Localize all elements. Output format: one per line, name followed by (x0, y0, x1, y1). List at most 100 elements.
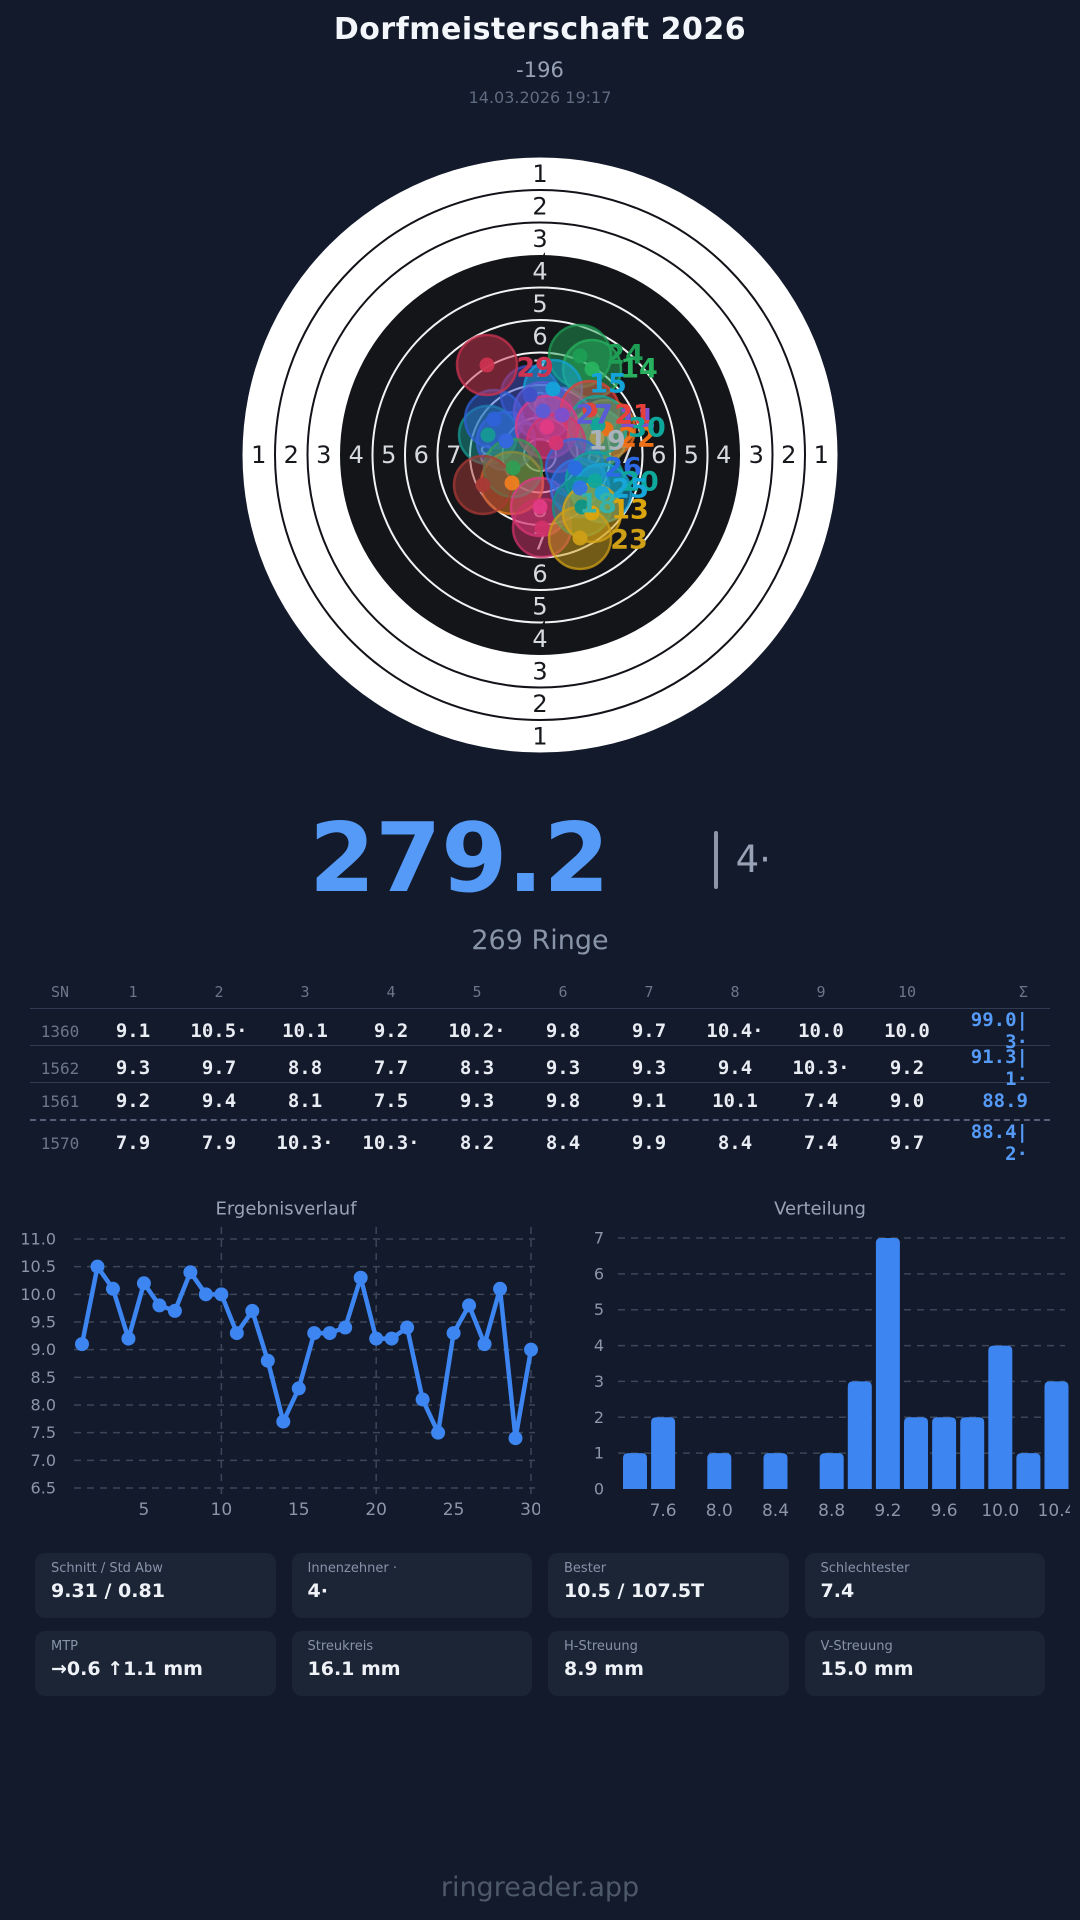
data-point (121, 1331, 136, 1346)
stats-grid: Schnitt / Std Abw 9.31 / 0.81 Innenzehner … (35, 1553, 1045, 1696)
shot-value-cell: 10.5· (190, 1020, 248, 1042)
shot-center-dot (534, 520, 550, 536)
y-tick-label: 1 (594, 1444, 604, 1463)
table-header-row: SN 1 2 3 4 5 6 7 8 9 10 Σ (30, 976, 1050, 1009)
shot-number-label: 20 (621, 467, 659, 498)
shot-value-cell: 10.1 (282, 1020, 328, 1042)
shot-center-dot (486, 411, 502, 427)
shot-value-cell: 9.2 (115, 1090, 151, 1112)
y-tick-label: 9.5 (31, 1313, 56, 1332)
stat-card: Streukreis 16.1 mm (291, 1631, 532, 1696)
ergebnisverlauf-chart: Ergebnisverlauf 11.0 10.5 10.0 9.5 9.0 8.5 8.0 7… (20, 1199, 540, 1521)
ring-number: 3 (749, 441, 764, 469)
series-row: 1360 9.1 10.5· 10.1 9.2 10.2· 9.8 9.7 10.4· 10.0 1… (30, 1009, 1050, 1053)
shot-value-cell: 9.2 (373, 1020, 409, 1042)
shot-value-cell: 9.9 (631, 1132, 667, 1154)
histogram-bar (1016, 1453, 1041, 1489)
bar-chart-title: Verteilung (774, 1199, 866, 1220)
histogram-bar (960, 1417, 985, 1489)
series-row: 1561 9.2 9.4 8.1 7.5 9.3 9.8 9.1 10.1 7.4 9.0 88.9 (30, 1083, 1050, 1121)
shot-value-cell: 9.3 (459, 1090, 495, 1112)
series-sum-cell: 99.0| 3· (970, 1009, 1028, 1053)
x-tick-label: 10.0 (981, 1501, 1019, 1520)
ring-number: 6 (414, 441, 429, 469)
shot-center-dot (532, 499, 548, 515)
shot-number-label: 29 (516, 353, 554, 384)
shot-number-label: 19 (588, 426, 626, 457)
x-tick-label: 8.8 (818, 1501, 845, 1520)
y-tick-label: 11.0 (20, 1230, 56, 1249)
shot-value-cell: 9.1 (115, 1020, 151, 1042)
column-header: 2 (214, 983, 224, 1001)
shot-value-cell: 7.7 (373, 1057, 409, 1079)
shot-value-cell: 8.4 (717, 1132, 753, 1154)
x-tick-label: 30 (520, 1500, 540, 1520)
ring-number: 3 (316, 441, 331, 469)
shot-value-cell: 7.5 (373, 1090, 409, 1112)
ring-number: 2 (532, 690, 547, 718)
data-point (462, 1298, 477, 1313)
data-point (214, 1287, 229, 1302)
column-header: 5 (472, 983, 482, 1001)
shot-center-dot (475, 477, 491, 493)
shot-value-cell: 9.8 (545, 1090, 581, 1112)
column-header: 8 (730, 983, 740, 1001)
shot-number-label: 21 (614, 400, 652, 431)
ring-number: 6 (651, 441, 666, 469)
target-plot: 1111222233334444555566667777888811292414… (242, 156, 838, 754)
y-tick-label: 6.5 (31, 1479, 56, 1498)
data-point (229, 1326, 244, 1341)
data-point (183, 1265, 198, 1280)
data-point (260, 1353, 275, 1368)
x-tick-label: 20 (365, 1500, 387, 1520)
y-tick-label: 7.0 (31, 1451, 56, 1470)
stat-card: H-Streuung 8.9 mm (548, 1631, 789, 1696)
shot-value-cell: 10.3· (362, 1132, 420, 1154)
column-header: Σ (1018, 983, 1028, 1001)
y-tick-label: 4 (594, 1336, 604, 1355)
ring-number: 2 (781, 441, 796, 469)
shot-number-label: 15 (589, 369, 627, 400)
shot-number-label: 14 (620, 354, 658, 385)
shot-number-label: 26 (604, 453, 642, 484)
stat-value: 15.0 mm (820, 1658, 914, 1680)
x-tick-label: 9.6 (931, 1501, 958, 1520)
ring-number: 1 (251, 441, 266, 469)
data-point (384, 1331, 399, 1346)
series-number: 1562 (40, 1058, 80, 1078)
stat-value: 8.9 mm (564, 1658, 644, 1680)
ring-number: 4 (349, 441, 364, 469)
column-header: 10 (897, 983, 917, 1001)
stat-value: 10.5 / 107.5T (564, 1580, 705, 1602)
ring-number: 2 (284, 441, 299, 469)
data-point (245, 1303, 260, 1318)
shot-value-cell: 9.3 (115, 1057, 151, 1079)
data-point (167, 1303, 182, 1318)
y-tick-label: 7.5 (31, 1423, 56, 1442)
shot-number-label: 27 (575, 400, 613, 431)
data-point (431, 1425, 446, 1440)
series-sum-cell: 91.3| 1· (970, 1046, 1028, 1090)
data-point (291, 1381, 306, 1396)
shot-number-label: 18 (579, 489, 617, 520)
shot-value-cell: 8.1 (287, 1090, 323, 1112)
column-header: 1 (128, 983, 138, 1001)
inner-tens-total: 4· (735, 838, 771, 881)
shot-value-cell: 9.3 (545, 1057, 581, 1079)
series-sum-cell: 88.4| 2· (970, 1121, 1028, 1165)
ring-number: 3 (532, 225, 547, 253)
shot-value-cell: 9.7 (631, 1020, 667, 1042)
y-tick-label: 6 (594, 1264, 604, 1283)
y-tick-label: 8.5 (31, 1368, 56, 1387)
shot-value-cell: 10.1 (712, 1090, 758, 1112)
shot-center-dot (548, 435, 564, 451)
shot-center-dot (554, 407, 570, 423)
stat-card: V-Streuung 15.0 mm (804, 1631, 1045, 1696)
series-row: 1570 7.9 7.9 10.3· 10.3· 8.2 8.4 9.9 8.4 7.4 9.7 88… (30, 1121, 1050, 1165)
y-tick-label: 8.0 (31, 1396, 56, 1415)
shot-value-cell: 10.0 (798, 1020, 844, 1042)
ring-number: 6 (532, 322, 547, 350)
score-row: 279.2 4· (0, 812, 1080, 907)
shot-value-cell: 7.4 (803, 1132, 839, 1154)
ring-number: 6 (532, 560, 547, 588)
